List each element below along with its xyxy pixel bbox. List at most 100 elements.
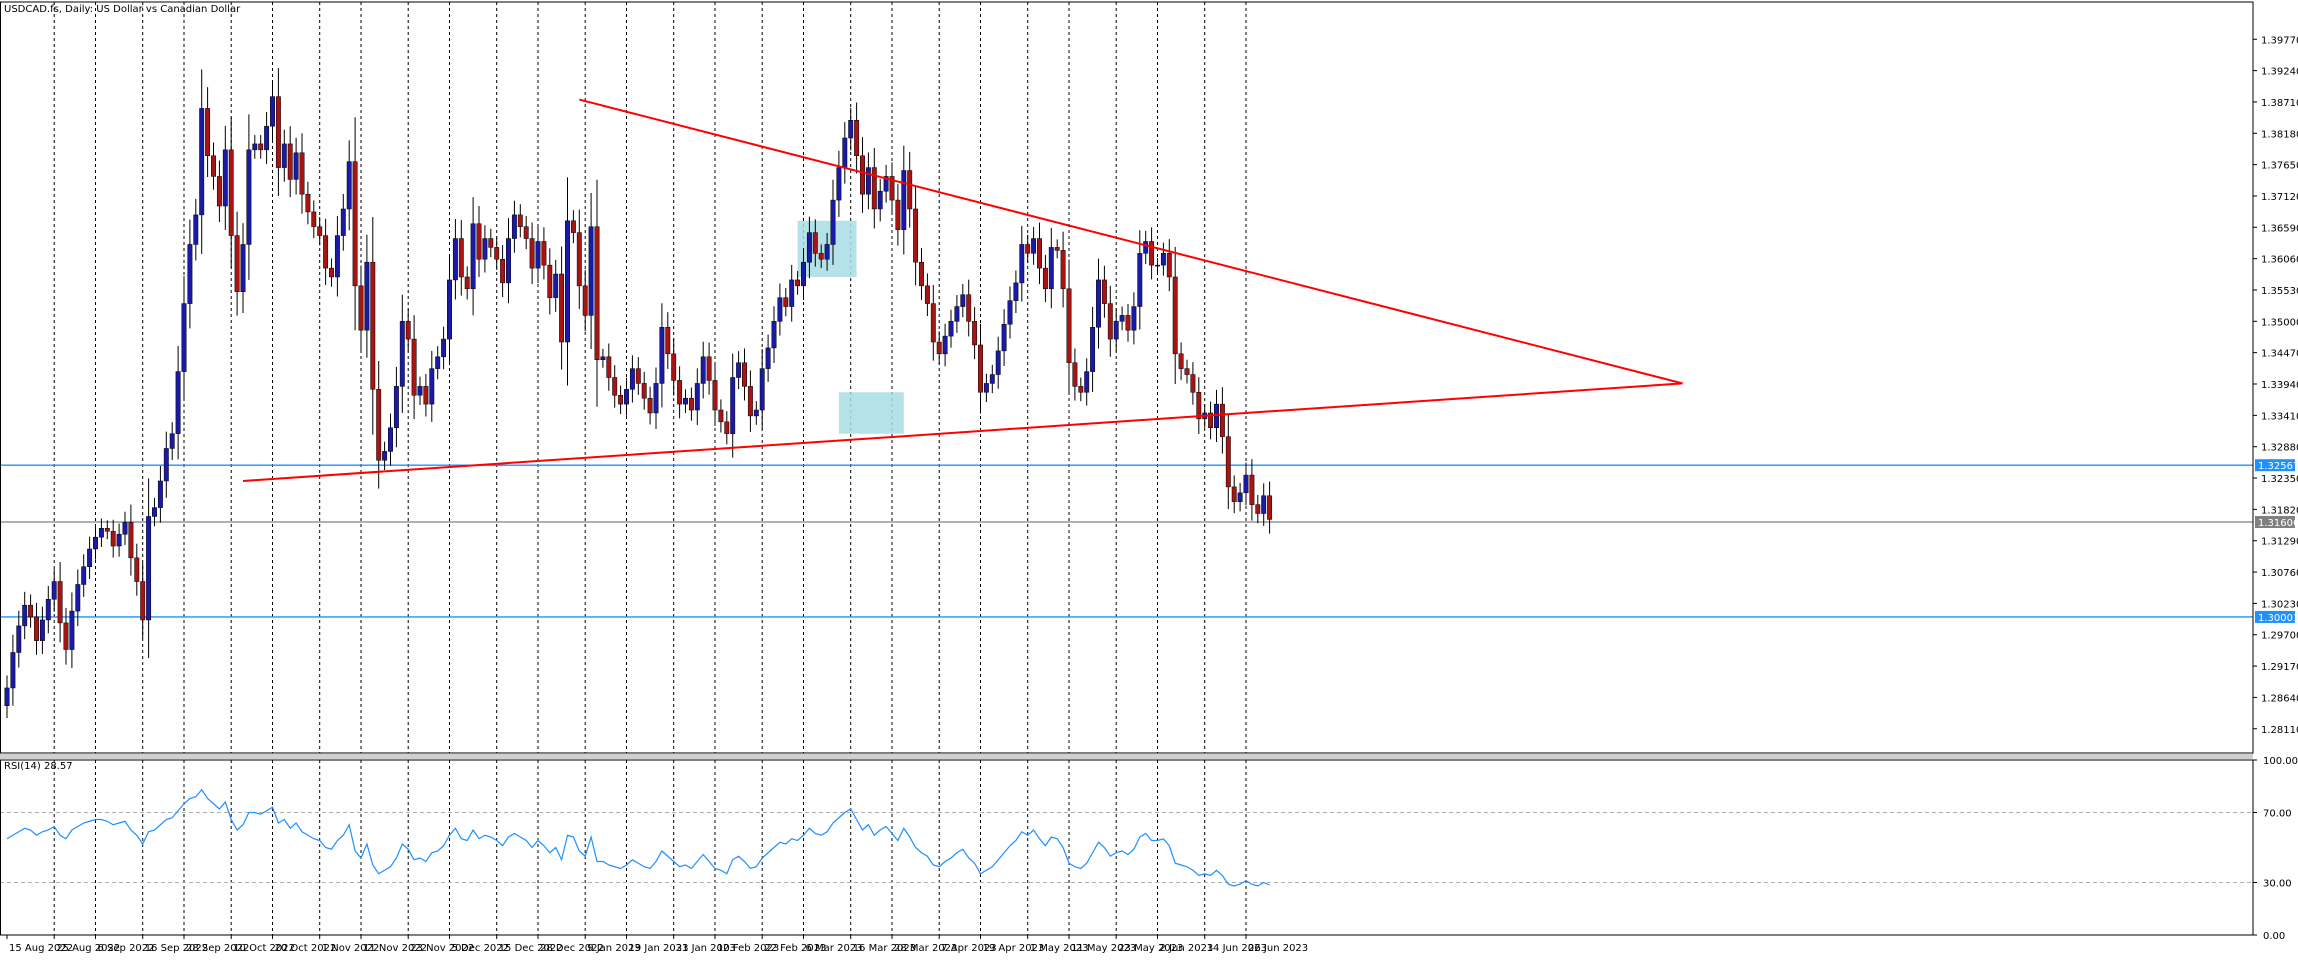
candle-bull: [995, 350, 1001, 375]
candle-bull: [1243, 474, 1249, 494]
candle-bull: [447, 279, 452, 340]
candle-bull: [1090, 326, 1096, 372]
candle-bear: [311, 211, 317, 227]
y-tick-label: 1.36060: [2261, 255, 2298, 266]
candle-bear: [677, 380, 683, 405]
candle-bear: [895, 199, 901, 230]
candle-bull: [700, 356, 706, 384]
main-plot-frame: [0, 1, 2254, 754]
candle-bull: [842, 137, 848, 168]
candle-bear: [1054, 247, 1060, 251]
candle-bull: [388, 427, 393, 452]
candle-bull: [883, 176, 889, 192]
candle-bear: [1072, 362, 1078, 387]
y-tick-label: 1.34470: [2261, 349, 2298, 360]
candle-bear: [1184, 368, 1190, 375]
candle-bull: [1137, 253, 1143, 307]
candle-bear: [647, 397, 653, 414]
candle-bear: [576, 232, 582, 287]
y-tick-label: 1.33940: [2261, 380, 2298, 391]
y-tick-label: 1.35000: [2261, 317, 2298, 328]
candle-bear: [712, 380, 718, 411]
y-tick-label: 1.30230: [2261, 599, 2298, 610]
candle-bear: [1172, 276, 1178, 355]
candle-bull: [694, 383, 700, 411]
candle-bull: [22, 604, 28, 627]
candle-bear: [317, 226, 323, 236]
candle-bull: [4, 687, 10, 706]
candle-bull: [1007, 300, 1013, 325]
candle-bear: [1231, 486, 1237, 502]
candle-bear: [1225, 436, 1231, 488]
rsi-y-tick-label: 70.00: [2263, 809, 2292, 820]
candle-bear: [275, 96, 281, 168]
rsi-y-tick-label: 30.00: [2263, 879, 2292, 890]
candle-bear: [972, 321, 978, 346]
x-tick-label: 9 Jan 2023: [587, 943, 641, 954]
candle-bull: [93, 536, 98, 550]
y-tick-label: 1.31820: [2261, 505, 2298, 516]
y-tick-label: 1.37120: [2261, 192, 2298, 203]
rsi-plot-frame: [0, 759, 2254, 936]
y-tick-label: 1.39770: [2261, 35, 2298, 46]
candle-bear: [458, 238, 464, 278]
candle-bull: [1096, 279, 1101, 328]
x-tick-label: 6 Sep 2022: [98, 943, 155, 954]
candle-bear: [258, 143, 264, 151]
candle-bull: [1119, 315, 1125, 322]
y-tick-label: 1.28110: [2261, 725, 2298, 736]
candle-bull: [81, 566, 87, 585]
candle-bear: [299, 152, 305, 195]
x-tick-label: 1 May 2023: [1030, 943, 1089, 954]
x-tick-label: 25 Aug 2022: [56, 943, 120, 954]
y-tick-label: 1.31290: [2261, 537, 2298, 548]
candle-bear: [742, 362, 747, 387]
candle-bull: [452, 238, 458, 281]
x-tick-label: 19 Apr 2023: [983, 943, 1045, 954]
candle-bull: [399, 321, 405, 387]
candle-bull: [1019, 244, 1025, 284]
candle-bull: [222, 149, 228, 207]
candle-bull: [759, 368, 765, 411]
candle-bull: [163, 448, 169, 482]
candle-bear: [1107, 303, 1113, 340]
candle-bear: [140, 581, 146, 621]
candle-bull: [683, 397, 688, 405]
candle-bear: [795, 279, 801, 287]
candle-bear: [376, 389, 382, 461]
x-tick-label: 31 Jan 2023: [676, 943, 736, 954]
rsi-title: RSI(14) 28.57: [4, 761, 73, 772]
candle-bear: [523, 226, 529, 239]
candle-bull: [848, 120, 854, 139]
candle-bear: [216, 176, 222, 207]
candle-bear: [570, 220, 576, 233]
candle-bull: [806, 232, 812, 263]
candle-bull: [270, 96, 275, 127]
candle-bull: [942, 335, 948, 355]
candle-bear: [323, 235, 329, 269]
candle-bull: [653, 383, 659, 414]
y-tick-label: 1.36590: [2261, 223, 2298, 234]
x-tick-label: 10 Feb 2023: [717, 943, 779, 954]
candle-bear: [594, 226, 600, 361]
highlight-zone: [838, 392, 904, 434]
y-tick-label: 1.33410: [2261, 411, 2298, 422]
candle-bear: [547, 264, 553, 298]
price-level-label: 1.32567: [2258, 461, 2298, 472]
x-tick-label: 22 Feb 2023: [764, 943, 826, 954]
x-tick-label: 20 Oct 2022: [275, 943, 337, 954]
candle-bull: [346, 161, 352, 210]
x-tick-label: 1 Nov 2022: [322, 943, 380, 954]
candle-bull: [75, 584, 81, 612]
candle-bear: [907, 170, 913, 210]
y-tick-label: 1.29700: [2261, 631, 2298, 642]
candle-bull: [865, 167, 871, 195]
candle-bull: [1237, 492, 1243, 502]
candle-bear: [500, 258, 506, 284]
candle-bull: [1113, 321, 1119, 340]
candle-bull: [482, 238, 488, 260]
candle-bull: [16, 625, 22, 653]
candle-bull: [10, 652, 16, 689]
